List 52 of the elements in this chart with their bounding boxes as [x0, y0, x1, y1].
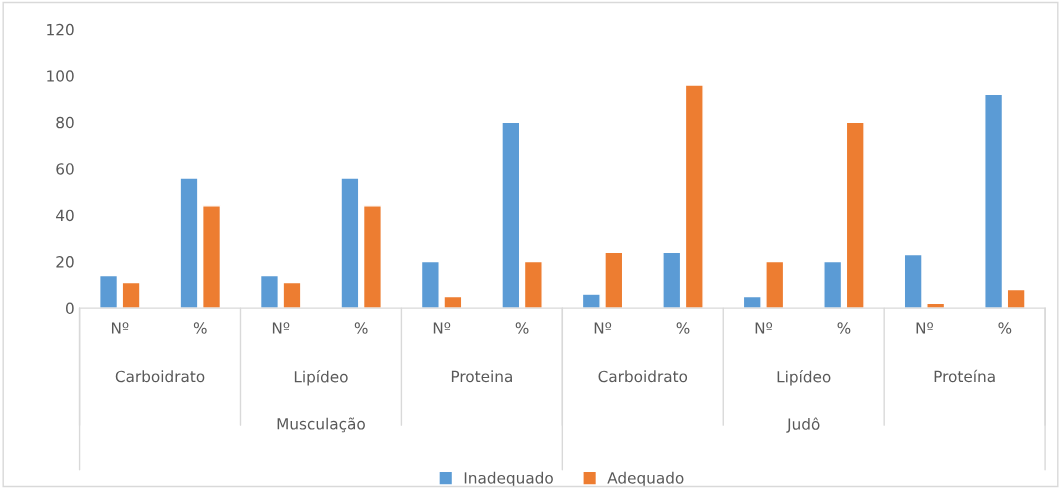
x-tick-label: Nº [755, 322, 773, 334]
bar [581, 293, 601, 309]
text: Musculação [277, 417, 365, 433]
x-tick-label: % [515, 322, 529, 334]
y-tick-label: 100 [47, 70, 74, 82]
y-tick-label: 20 [56, 256, 74, 268]
y-tick-label: 80 [56, 116, 74, 129]
x-tick-label: Nº [272, 322, 290, 334]
bar [903, 253, 923, 309]
bar [823, 260, 843, 309]
x-tick-label: % [837, 322, 851, 334]
x-tick-label: % [354, 322, 368, 334]
legend-label: Inadequado [464, 471, 553, 487]
x-tick-label: % [193, 322, 207, 334]
x-tick-label: Nº [433, 322, 451, 334]
text: Proteína [934, 369, 995, 383]
text: Proteina [451, 370, 512, 383]
bar [684, 84, 704, 309]
legend-label: Adequado [607, 471, 684, 487]
x-tick-label: Nº [916, 322, 933, 334]
bar [98, 274, 119, 309]
bar [1006, 288, 1026, 309]
y-tick-label: 60 [56, 163, 74, 175]
x-tick-label: % [676, 322, 690, 334]
text: Judô [786, 417, 820, 433]
text: Lipídeo [294, 370, 348, 386]
bar [523, 260, 543, 309]
bar [259, 274, 280, 309]
x-tick-label: Nº [111, 322, 129, 334]
bar [604, 251, 624, 309]
x-tick-label: Nº [594, 322, 612, 334]
bar [742, 295, 762, 309]
text: Lipídeo [777, 370, 831, 386]
bar [340, 177, 360, 309]
bar [179, 177, 199, 309]
bar [443, 295, 463, 309]
bar [765, 260, 785, 309]
bar [201, 205, 222, 309]
x-tick-label: % [998, 322, 1012, 334]
text: Carboidrato [598, 370, 688, 383]
bar [282, 281, 302, 309]
text: Carboidrato [115, 370, 205, 383]
y-tick-label: 0 [66, 302, 74, 315]
bar [501, 121, 521, 309]
bar [420, 260, 440, 309]
bar [984, 93, 1004, 309]
bar [845, 121, 865, 309]
y-tick-label: 120 [47, 23, 74, 36]
bar [362, 205, 382, 309]
y-tick-label: 40 [56, 209, 74, 222]
bar [121, 281, 141, 309]
bar [662, 251, 682, 309]
